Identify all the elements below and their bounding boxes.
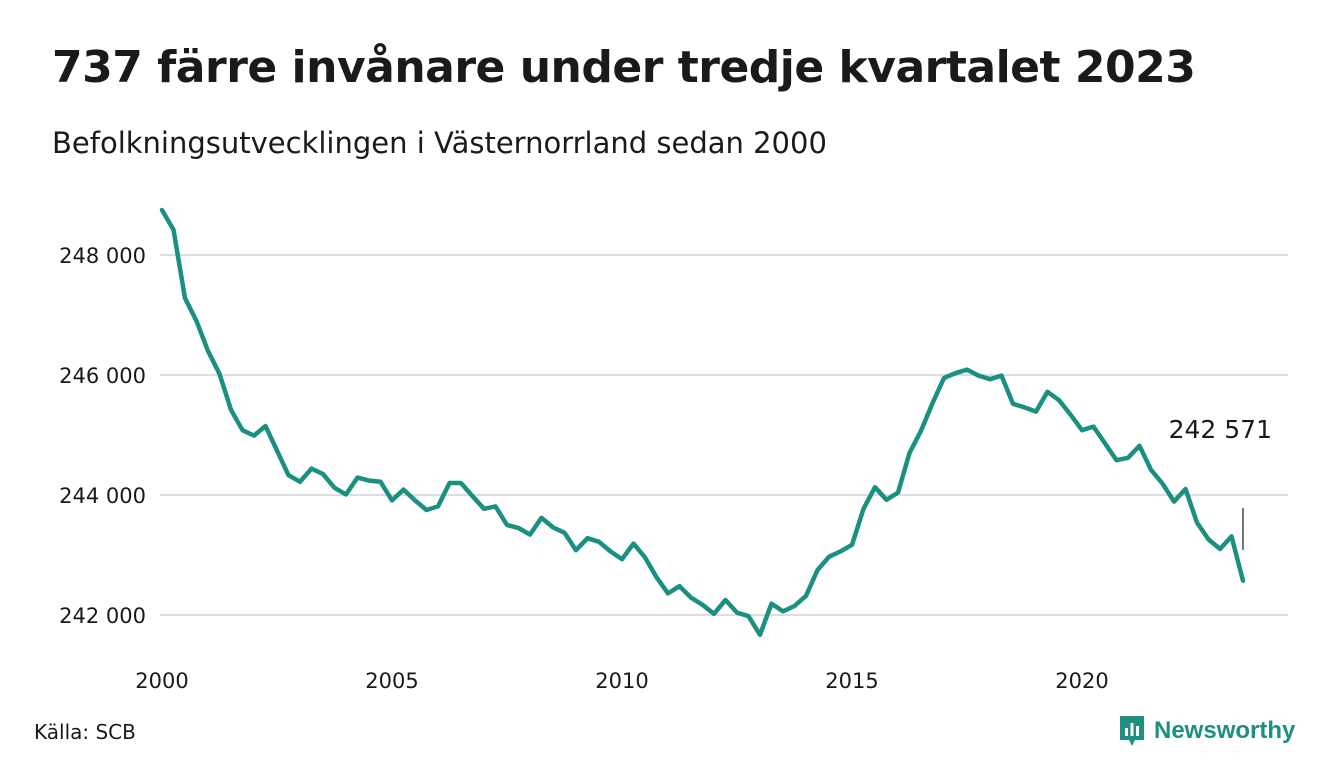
- newsworthy-logo-icon: [1120, 716, 1144, 746]
- x-tick-label: 2010: [595, 669, 648, 693]
- y-tick-label: 248 000: [59, 244, 146, 268]
- y-tick-label: 246 000: [59, 364, 146, 388]
- y-axis-tick-labels: 242 000 244 000 246 000 248 000: [59, 244, 146, 628]
- brand-logo: Newsworthy: [1118, 714, 1295, 748]
- y-tick-label: 244 000: [59, 484, 146, 508]
- chart-title: 737 färre invånare under tredje kvartale…: [52, 42, 1196, 93]
- x-tick-label: 2020: [1055, 669, 1108, 693]
- x-tick-label: 2015: [825, 669, 878, 693]
- last-value-label: 242 571: [1169, 415, 1272, 444]
- x-tick-label: 2005: [365, 669, 418, 693]
- x-axis-tick-labels: 2000 2005 2010 2015 2020: [135, 669, 1108, 693]
- chart-subtitle: Befolkningsutvecklingen i Västernorrland…: [52, 126, 827, 160]
- brand-name: Newsworthy: [1154, 717, 1296, 744]
- x-tick-label: 2000: [135, 669, 188, 693]
- y-tick-label: 242 000: [59, 604, 146, 628]
- annotation-group: 242 571: [1169, 415, 1272, 550]
- series-line: [159, 207, 1246, 638]
- source-note: Källa: SCB: [34, 720, 136, 744]
- series-group: [159, 207, 1246, 638]
- grid-lines: [160, 254, 1288, 616]
- line-chart: 242 000 244 000 246 000 248 000 2000 2005 201…: [59, 207, 1288, 693]
